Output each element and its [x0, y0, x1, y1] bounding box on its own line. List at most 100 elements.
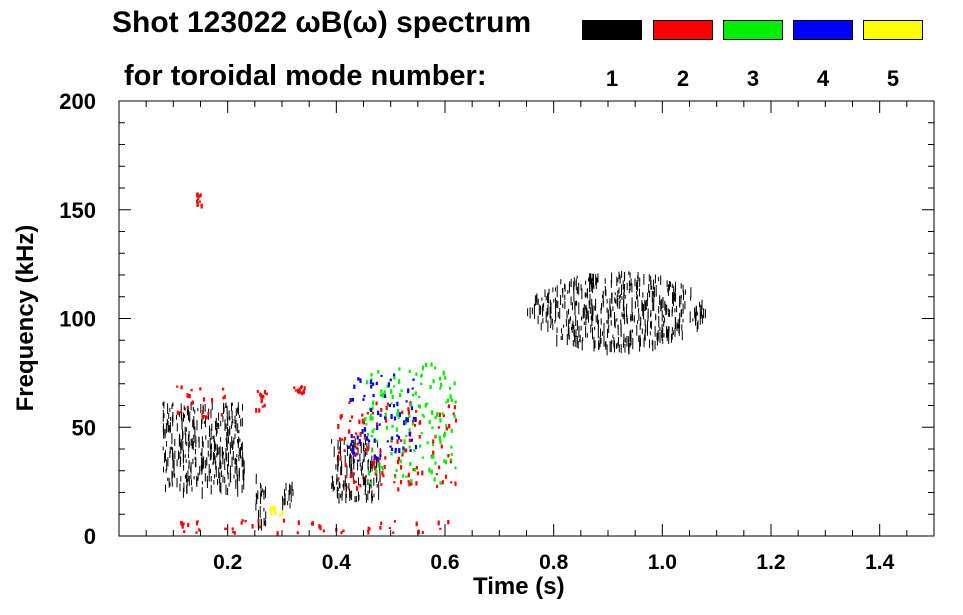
spectrogram-streak: [190, 438, 192, 446]
spectrogram-streak: [400, 389, 403, 392]
spectrogram-streak: [636, 294, 638, 300]
spectrogram-streak: [255, 477, 257, 485]
spectrogram-streak: [656, 335, 658, 346]
spectrogram-streak: [233, 474, 235, 479]
spectrogram-streak: [390, 389, 393, 394]
spectrogram-streak: [191, 400, 194, 405]
spectrogram-streak: [199, 466, 201, 476]
spectrogram-streak: [356, 435, 359, 440]
spectrogram-streak: [593, 342, 595, 352]
spectrogram-streak: [649, 339, 650, 348]
spectrogram-streak: [586, 292, 588, 297]
spectrogram-streak: [339, 456, 342, 461]
spectrogram-streak: [351, 440, 354, 443]
spectrogram-streak: [171, 404, 173, 410]
spectrogram-streak: [188, 460, 190, 464]
spectrogram-streak: [211, 401, 213, 410]
spectrogram-streak: [169, 482, 171, 487]
spectrogram-streak: [164, 432, 166, 439]
spectrogram-streak: [382, 392, 385, 398]
spectrogram-streak: [377, 410, 380, 416]
spectrogram-streak: [450, 458, 453, 461]
spectrogram-streak: [222, 452, 224, 465]
spectrogram-streak: [218, 424, 220, 429]
spectrogram-streak: [589, 273, 591, 285]
spectrogram-streak: [419, 420, 422, 425]
spectrogram-streak: [257, 490, 259, 499]
spectrogram-streak: [571, 323, 573, 333]
spectrogram-streak: [680, 283, 682, 289]
spectrogram-streak: [291, 481, 293, 491]
spectrogram-streak: [629, 330, 631, 342]
spectrogram-streak: [399, 393, 402, 398]
spectrogram-streak: [638, 313, 640, 321]
spectrogram-streak: [302, 389, 305, 393]
spectrogram-streak: [560, 279, 562, 285]
spectrogram-streak: [223, 406, 225, 413]
spectrogram-streak: [227, 436, 229, 442]
spectrogram-streak: [649, 331, 651, 336]
spectrogram-streak: [626, 336, 628, 347]
spectrogram-streak: [694, 307, 696, 317]
spectrogram-streak: [667, 329, 669, 338]
spectrogram-streak: [229, 426, 231, 434]
spectrogram-streak: [343, 437, 347, 441]
spectrogram-streak: [410, 403, 413, 407]
spectrogram-streak: [396, 439, 399, 444]
spectrogram-streak: [234, 465, 236, 474]
spectrogram-streak: [296, 531, 299, 535]
spectrogram-streak: [353, 458, 355, 470]
spectrogram-streak: [197, 472, 199, 481]
spectrogram-streak: [364, 488, 366, 496]
spectrogram-streak: [195, 457, 197, 468]
spectrogram-streak: [390, 414, 393, 419]
spectrogram-streak: [650, 275, 652, 286]
spectrogram-streak: [376, 456, 379, 462]
mode-4-feature: [347, 373, 418, 462]
spectrogram-streak: [648, 274, 650, 282]
spectrogram-streak: [434, 416, 437, 420]
spectrogram-streak: [575, 329, 577, 337]
spectrogram-streak: [186, 405, 189, 409]
spectrogram-streak: [642, 307, 644, 313]
spectrogram-streak: [573, 292, 575, 302]
spectrogram-streak: [420, 375, 423, 378]
x-tick-label: 1.4: [865, 551, 895, 574]
spectrogram-streak: [587, 310, 589, 319]
spectrogram-streak: [549, 306, 551, 318]
spectrogram-streak: [421, 414, 424, 417]
spectrogram-streak: [258, 525, 262, 529]
spectrogram-streak: [618, 344, 620, 353]
spectrogram-streak: [358, 477, 359, 486]
spectrogram-streak: [650, 320, 652, 330]
spectrogram-streak: [231, 410, 233, 420]
spectrogram-streak: [674, 292, 676, 302]
spectrogram-streak: [344, 474, 346, 487]
spectrogram-streak: [592, 273, 594, 282]
spectrogram-streak: [631, 283, 633, 293]
spectrogram-streak: [562, 288, 564, 298]
spectrogram-streak: [681, 330, 683, 341]
spectrogram-streak: [377, 463, 380, 468]
spectrogram-streak: [165, 450, 166, 461]
spectrogram-streak: [409, 461, 412, 467]
spectrogram-streak: [225, 423, 227, 430]
spectrogram-streak: [617, 324, 619, 336]
spectrogram-streak: [576, 320, 578, 331]
spectrogram-streak: [390, 452, 393, 456]
spectrogram-streak: [279, 513, 282, 516]
spectrogram-streak: [617, 342, 619, 348]
spectrogram-streak: [371, 449, 374, 453]
spectrogram-streak: [660, 300, 662, 312]
spectrogram-streak: [363, 436, 366, 440]
spectrogram-streak: [547, 304, 549, 315]
spectrogram-streak: [650, 313, 652, 318]
spectrogram-streak: [168, 481, 170, 488]
spectrogram-streak: [199, 193, 202, 197]
spectrogram-streak: [658, 277, 660, 282]
spectrogram-streak: [354, 480, 357, 483]
spectrogram-streak: [414, 391, 417, 396]
spectrogram-streak: [441, 412, 444, 416]
spectrogram-streak: [620, 344, 622, 354]
spectrogram-streak: [403, 439, 406, 445]
